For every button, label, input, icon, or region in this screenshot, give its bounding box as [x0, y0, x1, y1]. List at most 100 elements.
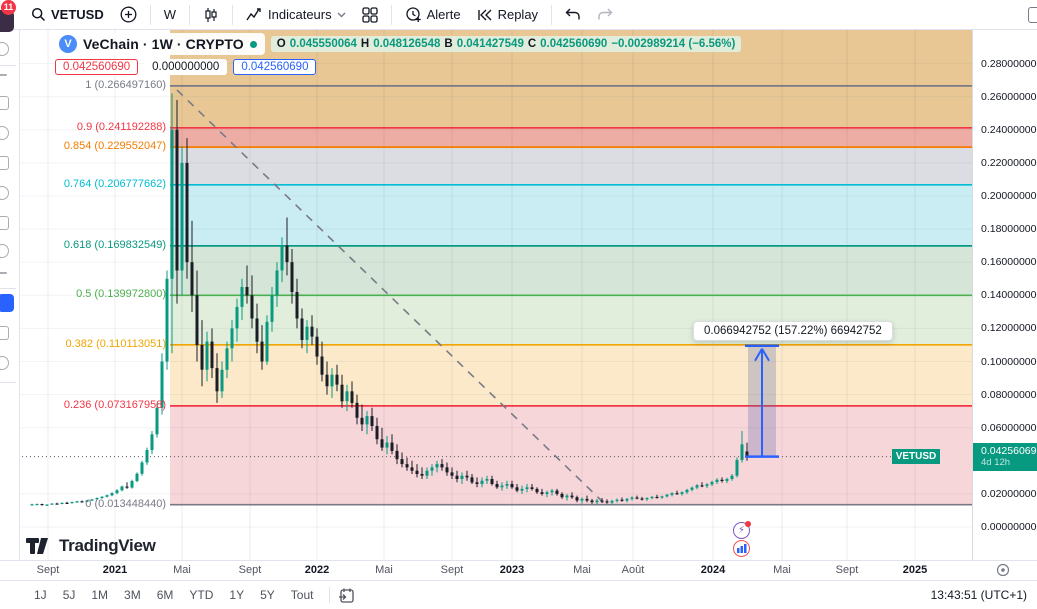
- price-axis-label: 0.020000000: [981, 487, 1037, 500]
- compare-add-button[interactable]: [113, 3, 144, 26]
- redo-icon: [598, 8, 613, 20]
- fib-level-label: 1 (0.266497160): [85, 78, 166, 91]
- redo-button[interactable]: [590, 5, 620, 24]
- replay-button[interactable]: Replay: [470, 4, 545, 25]
- toolbar-separator: [232, 4, 234, 25]
- low-label: B: [444, 38, 453, 50]
- price-axis-label: 0.280000000: [981, 57, 1037, 70]
- indicators-button[interactable]: Indicateurs: [239, 4, 353, 25]
- replay-icon: [477, 9, 492, 20]
- price-axis-label: 0.140000000: [981, 289, 1037, 302]
- sidebar-separator: [0, 382, 16, 383]
- symbol-search-button[interactable]: VETUSD: [24, 4, 111, 25]
- time-axis-month-label: Sept: [238, 564, 262, 576]
- last-price-symbol-tag: VETUSD: [892, 449, 940, 464]
- app-logo[interactable]: 11: [0, 0, 22, 32]
- crosshair-tool-icon[interactable]: [0, 42, 9, 56]
- interval-button[interactable]: W: [157, 4, 183, 25]
- mini-chart-icon: [736, 544, 746, 553]
- chevron-down-icon: [337, 12, 346, 17]
- fib-level-label: 0.854 (0.229552047): [63, 140, 166, 153]
- fib-level-label: 0 (0.013448440): [85, 497, 166, 510]
- toolbar-separator: [390, 4, 392, 25]
- fib-level-label: 0.382 (0.110113051): [65, 337, 166, 350]
- range-button-all[interactable]: Tout: [290, 588, 314, 602]
- price-axis-label: 0.060000000: [981, 421, 1037, 434]
- range-button-5d[interactable]: 5J: [62, 588, 76, 602]
- interval-label: W: [163, 7, 177, 22]
- range-button-1m[interactable]: 1M: [91, 588, 109, 602]
- indicators-label: Indicateurs: [268, 7, 332, 22]
- indicator-event-icon[interactable]: [733, 540, 750, 557]
- vechain-logo: V: [59, 35, 77, 53]
- text-tool-icon[interactable]: [0, 186, 9, 200]
- bottombar-separator: [329, 587, 331, 603]
- fib-level-label: 0.764 (0.206777662): [63, 177, 166, 190]
- symbol-pill[interactable]: V VeChain · 1W · CRYPTO: [55, 33, 265, 55]
- market-clock[interactable]: 13:43:51 (UTC+1): [930, 588, 1027, 602]
- time-axis-month-label: Sept: [440, 564, 464, 576]
- price-axis-label: 0.160000000: [981, 256, 1037, 269]
- range-button-ytd[interactable]: YTD: [189, 588, 214, 602]
- top-toolbar: 11 VETUSD W Indicateurs Alerte: [0, 0, 1037, 32]
- open-label: O: [276, 38, 286, 50]
- scroll-to-realtime-icon[interactable]: [996, 563, 1010, 577]
- prediction-tool-icon[interactable]: [0, 156, 9, 170]
- toolbar-separator: [189, 4, 191, 25]
- tradingview-logo-icon: [26, 538, 48, 554]
- alert-button[interactable]: Alerte: [398, 3, 468, 26]
- high-value: 0.048126548: [373, 38, 441, 50]
- time-axis-month-label: Mai: [573, 564, 591, 576]
- price-axis[interactable]: 0.280000000 0.260000000 0.240000000 0.22000…: [972, 30, 1037, 560]
- fib-level-label: 0.618 (0.169832549): [63, 238, 166, 251]
- time-axis-year-label: 2021: [102, 564, 128, 576]
- price-axis-label: 0.100000000: [981, 355, 1037, 368]
- search-icon: [31, 7, 46, 22]
- flash-event-icon[interactable]: ⚡: [733, 521, 751, 539]
- toolbar-separator: [551, 4, 553, 25]
- time-axis-month-label: Mai: [375, 564, 393, 576]
- open-value: 0.045550064: [289, 38, 357, 50]
- undo-button[interactable]: [558, 5, 588, 24]
- time-axis-year-label: 2022: [304, 564, 330, 576]
- grid-layout-icon: [361, 6, 378, 23]
- watermark-text: TradingView: [59, 536, 156, 555]
- active-drawing-tool-icon[interactable]: [0, 294, 14, 312]
- time-axis[interactable]: Sept 2021 Mai Sept 2022 Mai Sept 2023 Mai Août 202…: [0, 560, 1037, 580]
- zoom-tool-icon[interactable]: [0, 244, 9, 258]
- go-to-date-icon[interactable]: [338, 588, 355, 603]
- fib-level-label: 0.5 (0.139972800): [76, 288, 166, 301]
- chart-pane[interactable]: 1 (0.266497160) 0.9 (0.241192288) 0.854 (0…: [20, 30, 972, 560]
- market-status-dot: [249, 40, 257, 48]
- time-axis-month-label: Mai: [773, 564, 791, 576]
- price-box-blue[interactable]: 0.042560690: [233, 59, 317, 75]
- chart-style-button[interactable]: [196, 4, 226, 26]
- price-axis-label: 0.220000000: [981, 156, 1037, 169]
- price-range-label[interactable]: 0.066942752 (157.22%) 66942752: [693, 321, 893, 341]
- lock-tool-icon[interactable]: [0, 326, 9, 340]
- pattern-tool-icon[interactable]: [0, 126, 9, 140]
- time-axis-year-label: 2023: [499, 564, 525, 576]
- toolbar-separator: [149, 4, 151, 25]
- range-button-6m[interactable]: 6M: [156, 588, 174, 602]
- panel-toggle-icon[interactable]: [1028, 7, 1037, 23]
- time-axis-year-label: 2024: [700, 564, 726, 576]
- trendline-tool-icon[interactable]: [0, 74, 7, 76]
- indicator-templates-button[interactable]: [355, 4, 385, 26]
- price-box-plain[interactable]: 0.000000000: [144, 59, 228, 75]
- range-button-5y[interactable]: 5Y: [260, 588, 275, 602]
- range-button-3m[interactable]: 3M: [124, 588, 141, 602]
- time-axis-month-label: Sept: [835, 564, 859, 576]
- tradingview-watermark[interactable]: TradingView: [26, 535, 156, 557]
- magnet-tool-icon[interactable]: [0, 272, 7, 274]
- symbol-title: VeChain · 1W · CRYPTO: [83, 36, 244, 52]
- eraser-tool-icon[interactable]: [0, 356, 9, 370]
- range-button-1y[interactable]: 1Y: [229, 588, 245, 602]
- candlestick-icon: [205, 7, 217, 22]
- price-box-red[interactable]: 0.042560690: [55, 59, 139, 75]
- measure-tool-icon[interactable]: [0, 216, 9, 230]
- time-axis-month-label: Mai: [173, 564, 191, 576]
- fib-tool-icon[interactable]: [0, 96, 9, 110]
- range-button-1d[interactable]: 1J: [34, 588, 47, 602]
